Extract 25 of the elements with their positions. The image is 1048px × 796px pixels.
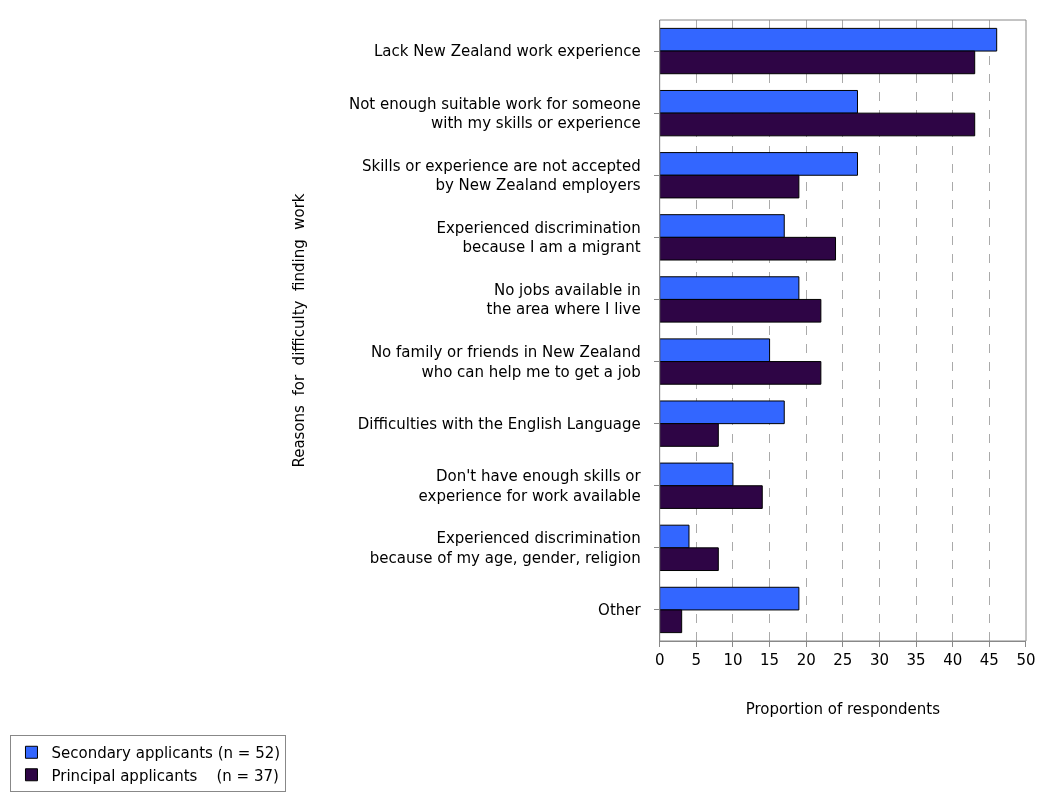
x-tick-label: 0 [654,651,665,669]
y-axis-title: Reasons for difficulty finding work [290,193,309,468]
y-tick-label: Difficulties with the English Language [357,414,641,433]
x-tick-label: 50 [1016,651,1036,669]
x-tick-label: 35 [906,651,926,669]
y-tick-label: Don't have enough skills or experience for work available [418,467,642,505]
x-tick-label: 15 [760,651,780,669]
x-tick-label: 20 [796,651,816,669]
x-tick-label: 25 [833,651,853,669]
x-tick-label: 30 [869,651,890,669]
y-tick-label: Experienced discrimination because of my age, gender, religion [369,529,641,567]
y-tick-label: Other [598,601,642,620]
legend-label: Principal applicants (n = 37) [51,766,279,785]
x-tick-label: 40 [943,651,963,669]
y-tick-label: No jobs available in the area where I live [486,280,641,319]
y-tick-label: Skills or experience are not accepted by New Zealand employers [361,156,641,195]
x-tick-label: 5 [691,651,702,669]
y-tick-label: Not enough suitable work for someone with my skills or experience [348,94,641,133]
y-tick-label: Experienced discrimination because I am a migrant [436,218,641,257]
x-tick-label: 10 [723,651,743,669]
y-tick-label: No family or friends in New Zealand who can help me to get a job [370,343,641,381]
legend-label: Secondary applicants (n = 52) [51,744,281,763]
y-tick-label: Lack New Zealand work experience [373,42,641,61]
x-axis-title: Proportion of respondents [745,700,941,718]
x-tick-label: 45 [979,651,999,669]
